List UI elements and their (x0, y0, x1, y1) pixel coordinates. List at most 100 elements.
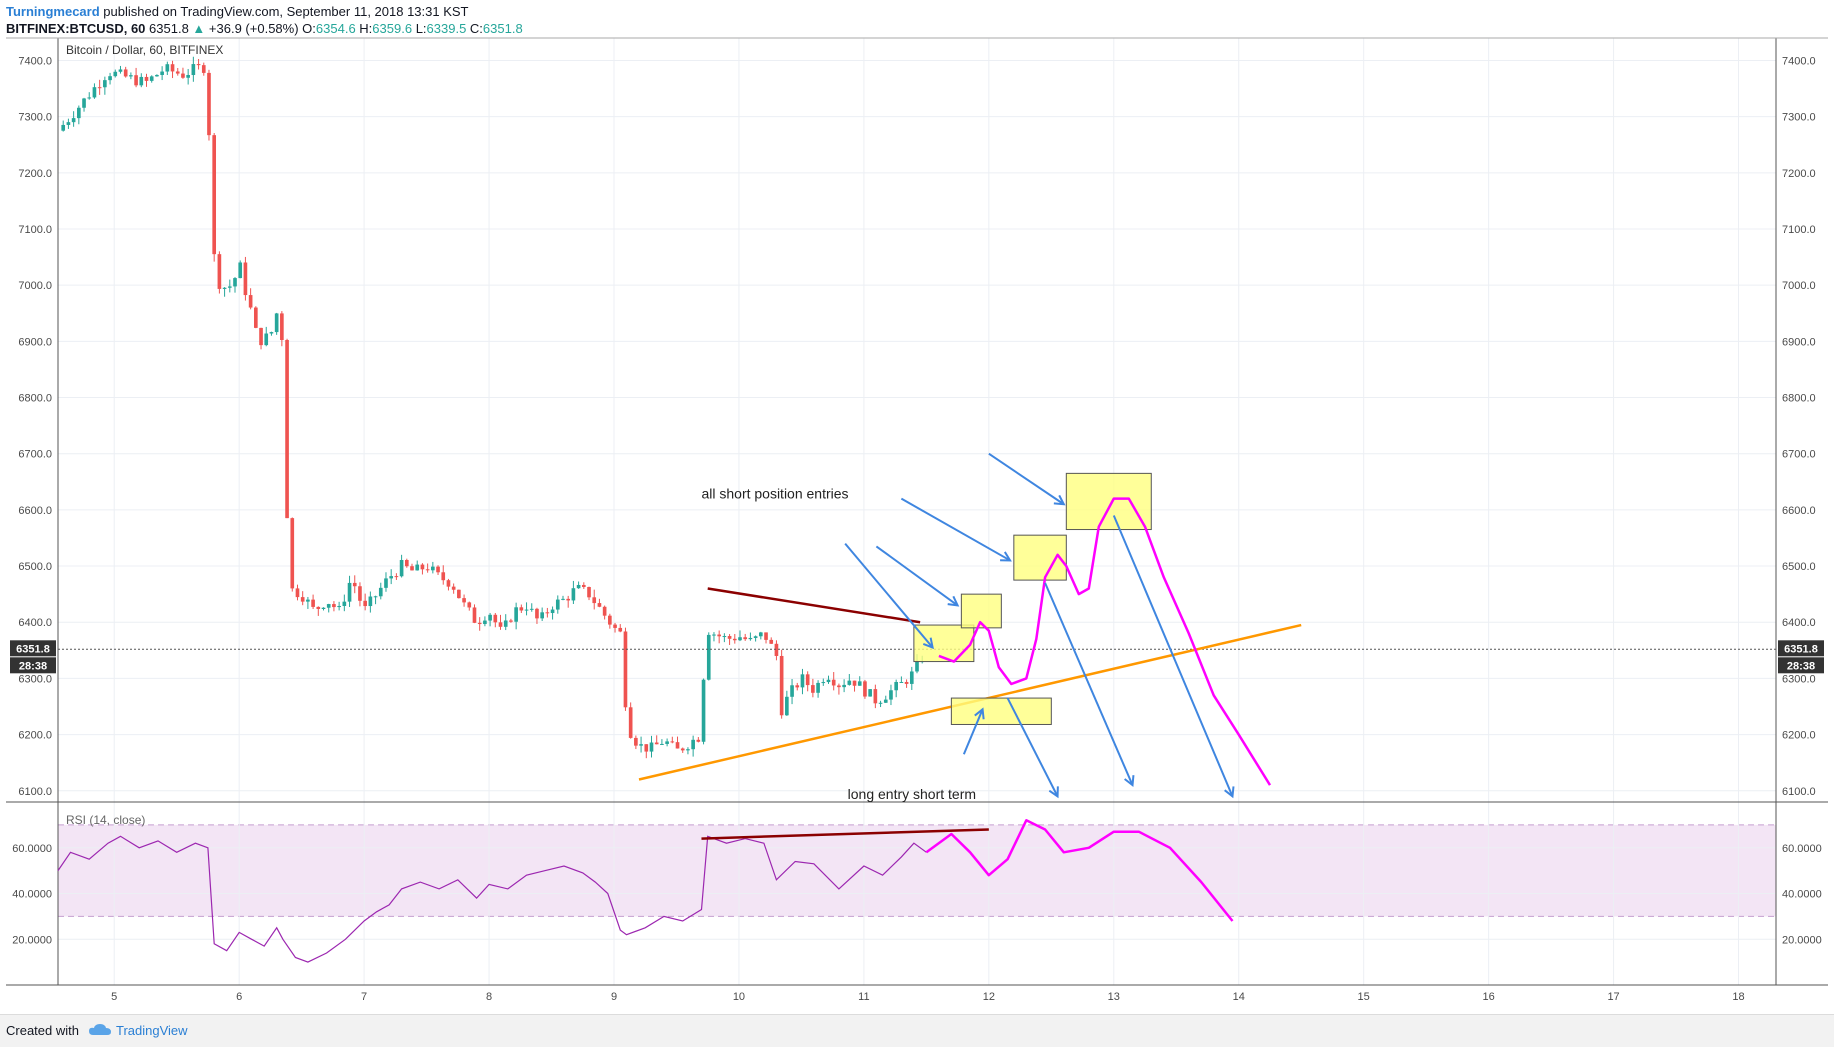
candle-body (337, 605, 341, 608)
rsi-line (57, 835, 927, 963)
x-tick-label: 12 (983, 991, 995, 1003)
y-tick-label-right: 6600.0 (1782, 505, 1816, 517)
x-tick-label: 9 (611, 991, 617, 1003)
candle-body (181, 73, 185, 78)
candle-body (113, 71, 118, 77)
y-tick-label-left: 6500.0 (18, 561, 52, 573)
x-tick-label: 17 (1607, 991, 1619, 1003)
candle-body (712, 634, 716, 636)
arrow-short-entry-head (947, 595, 960, 607)
candle-body (191, 64, 196, 76)
candle-body (571, 588, 576, 601)
author-link[interactable]: Turningmecard (6, 4, 100, 19)
candle-body (149, 76, 154, 81)
last-price-badge-right (1778, 640, 1824, 657)
candle-body (915, 661, 919, 672)
arrow-short-entry-head (1053, 494, 1066, 506)
y-tick-label-left: 7400.0 (18, 55, 52, 67)
candle-body (909, 671, 914, 684)
candle-body (514, 607, 518, 622)
y-tick-label-left: 6200.0 (18, 730, 52, 742)
candle-body (332, 604, 336, 608)
candle-body (436, 566, 440, 573)
candle-body (410, 566, 414, 571)
candle-body (389, 576, 394, 579)
close-label: C: (469, 21, 483, 36)
candle-body (404, 559, 409, 567)
candle-body (805, 674, 810, 686)
rsi-tick-label-right: 40.0000 (1782, 889, 1822, 901)
arrow-projection-down (1006, 697, 1059, 797)
y-tick-label-left: 7100.0 (18, 224, 52, 236)
candle-body (77, 107, 81, 119)
entry-box (913, 624, 975, 663)
candle-body (831, 679, 836, 686)
candle-body (602, 606, 607, 616)
y-tick-label-left: 7200.0 (18, 168, 52, 180)
candle-body (415, 564, 420, 571)
candle-body (498, 622, 503, 627)
candle-body (425, 569, 430, 571)
candle-body (852, 680, 857, 686)
candle-body (811, 685, 815, 693)
y-tick-label-right: 6900.0 (1782, 336, 1816, 348)
candle-body (316, 606, 321, 609)
candle-body (97, 87, 102, 89)
candle-body (618, 627, 623, 632)
candle-body (727, 636, 732, 639)
candle-body (795, 685, 800, 688)
candle-body (347, 582, 352, 602)
candle-body (259, 327, 263, 346)
rsi-tick-label-right: 20.0000 (1782, 934, 1822, 946)
high-value: 6359.6 (372, 21, 413, 36)
candle-body (779, 655, 784, 716)
annotation-long-entry: long entry short term (848, 786, 976, 802)
candle-body (717, 634, 721, 637)
candle-body (535, 608, 539, 619)
candle-body (451, 586, 456, 590)
y-tick-label-right: 7200.0 (1782, 168, 1816, 180)
candle-body (243, 262, 248, 296)
candle-body (295, 588, 300, 598)
candle-body (550, 609, 555, 614)
candle-body (826, 679, 831, 683)
tradingview-link[interactable]: TradingView (116, 1023, 188, 1038)
candle-body (61, 124, 66, 131)
annotation-short-entries: all short position entries (701, 486, 848, 502)
x-tick-label: 10 (733, 991, 745, 1003)
candle-body (285, 340, 289, 519)
high-label: H: (359, 21, 373, 36)
open-label: O: (302, 21, 316, 36)
chart-area[interactable]: 5 6 7 8 9 10 11 12 13 14 15 16 17 18 7400.0 7400.0 7300.… (0, 0, 1834, 1014)
arrow-projection-down-head (1048, 786, 1059, 799)
candle-body (654, 742, 659, 745)
candle-body (738, 637, 742, 641)
rsi-tick-label-left: 60.0000 (12, 843, 52, 855)
up-arrow-icon: ▲ (192, 21, 206, 36)
candle-body (878, 702, 883, 704)
candle-body (576, 584, 581, 589)
candle-body (732, 638, 737, 641)
x-tick-label: 15 (1358, 991, 1370, 1003)
y-tick-label-right: 7100.0 (1782, 224, 1816, 236)
x-tick-label: 5 (111, 991, 117, 1003)
y-tick-label-right: 6400.0 (1782, 617, 1816, 629)
candle-body (170, 64, 175, 72)
candle-body (686, 749, 690, 751)
countdown-text-right: 28:38 (1787, 660, 1815, 672)
candle-body (212, 135, 217, 255)
projected-rsi-path (925, 819, 1234, 922)
candle-body (493, 614, 498, 623)
candle-body (358, 586, 362, 601)
candle-body (587, 587, 591, 598)
last-price-text-left: 6351.8 (16, 643, 50, 655)
arrow-short-entry (875, 545, 959, 607)
y-tick-label-right: 7000.0 (1782, 280, 1816, 292)
candle-body (868, 689, 872, 697)
candle-body (66, 122, 71, 125)
y-tick-label-right: 6100.0 (1782, 786, 1816, 798)
y-tick-label-left: 6100.0 (18, 786, 52, 798)
candle-body (462, 598, 466, 603)
candle-body (306, 599, 310, 602)
candle-body (420, 564, 425, 570)
